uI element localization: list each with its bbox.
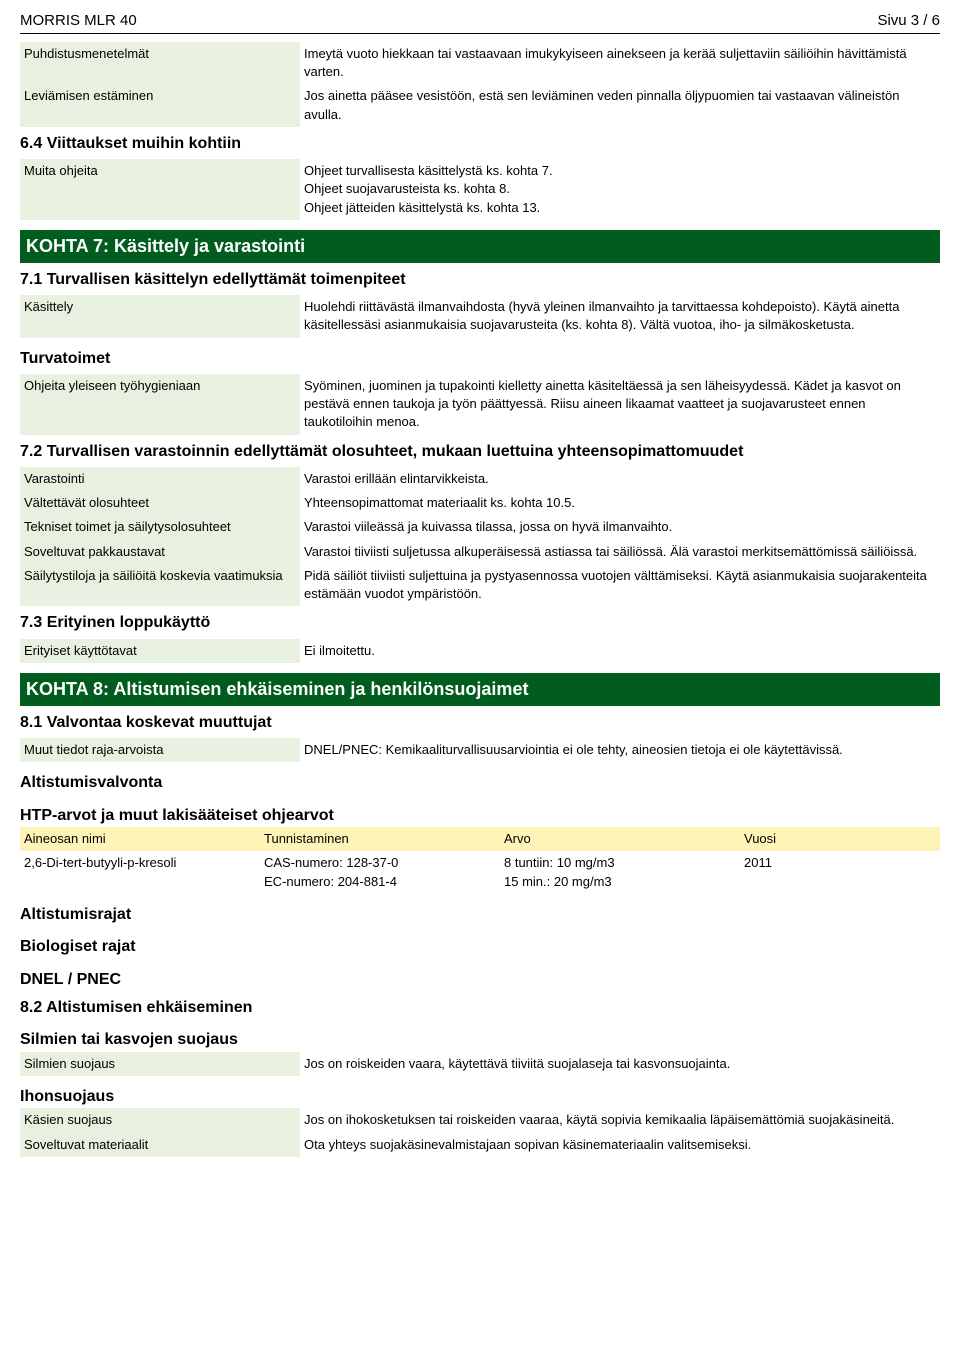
- value: Ota yhteys suojakäsinevalmistajaan sopiv…: [300, 1133, 940, 1157]
- label: Varastointi: [20, 467, 300, 491]
- silmien-heading: Silmien tai kasvojen suojaus: [20, 1029, 940, 1051]
- row-soveltuvat-materiaalit: Soveltuvat materiaalit Ota yhteys suojak…: [20, 1133, 940, 1157]
- label: Tekniset toimet ja säilytysolosuhteet: [20, 515, 300, 539]
- th-id: Tunnistaminen: [260, 827, 500, 851]
- row-kasien-suojaus: Käsien suojaus Jos on ihokosketuksen tai…: [20, 1108, 940, 1132]
- value: Imeytä vuoto hiekkaan tai vastaavaan imu…: [300, 42, 940, 84]
- value: Pidä säiliöt tiiviisti suljettuina ja py…: [300, 564, 940, 606]
- th-year: Vuosi: [740, 827, 940, 851]
- label: Vältettävät olosuhteet: [20, 491, 300, 515]
- row-puhdistus: Puhdistusmenetelmät Imeytä vuoto hiekkaa…: [20, 42, 940, 84]
- row-silmien-suojaus: Silmien suojaus Jos on roiskeiden vaara,…: [20, 1052, 940, 1076]
- row-erityiset: Erityiset käyttötavat Ei ilmoitettu.: [20, 639, 940, 663]
- label: Muut tiedot raja-arvoista: [20, 738, 300, 762]
- row-kasittely: Käsittely Huolehdi riittävästä ilmanvaih…: [20, 295, 940, 337]
- dnel-heading: DNEL / PNEC: [20, 969, 940, 991]
- td-id: CAS-numero: 128-37-0 EC-numero: 204-881-…: [260, 851, 500, 893]
- value: Ei ilmoitettu.: [300, 639, 940, 663]
- htp-heading: HTP-arvot ja muut lakisääteiset ohjearvo…: [20, 805, 940, 827]
- value: Varastoi viileässä ja kuivassa tilassa, …: [300, 515, 940, 539]
- row-varastointi: Varastointi Varastoi erillään elintarvik…: [20, 467, 940, 491]
- label: Erityiset käyttötavat: [20, 639, 300, 663]
- td-value: 8 tuntiin: 10 mg/m3 15 min.: 20 mg/m3: [500, 851, 740, 893]
- kohta-7-heading: KOHTA 7: Käsittely ja varastointi: [20, 230, 940, 263]
- value: Varastoi tiiviisti suljetussa alkuperäis…: [300, 540, 940, 564]
- value: Yhteensopimattomat materiaalit ks. kohta…: [300, 491, 940, 515]
- altistumisrajat-heading: Altistumisrajat: [20, 904, 940, 926]
- td-name: 2,6-Di-tert-butyyli-p-kresoli: [20, 851, 260, 893]
- label: Leviämisen estäminen: [20, 84, 300, 126]
- value: Syöminen, juominen ja tupakointi kiellet…: [300, 374, 940, 435]
- label: Soveltuvat materiaalit: [20, 1133, 300, 1157]
- table-header: Aineosan nimi Tunnistaminen Arvo Vuosi: [20, 827, 940, 851]
- row-muita-ohjeita: Muita ohjeita Ohjeet turvallisesta käsit…: [20, 159, 940, 220]
- sec-7-2-title: 7.2 Turvallisen varastoinnin edellyttämä…: [20, 441, 940, 463]
- page-indicator: Sivu 3 / 6: [877, 10, 940, 31]
- ihonsuojaus-heading: Ihonsuojaus: [20, 1086, 940, 1108]
- sec-8-2-title: 8.2 Altistumisen ehkäiseminen: [20, 997, 940, 1019]
- sec-8-1-title: 8.1 Valvontaa koskevat muuttujat: [20, 712, 940, 734]
- biologiset-heading: Biologiset rajat: [20, 936, 940, 958]
- doc-title: MORRIS MLR 40: [20, 10, 137, 31]
- value: Ohjeet turvallisesta käsittelystä ks. ko…: [300, 159, 940, 220]
- sec-7-1-title: 7.1 Turvallisen käsittelyn edellyttämät …: [20, 269, 940, 291]
- row-tekniset: Tekniset toimet ja säilytysolosuhteet Va…: [20, 515, 940, 539]
- value: Jos on ihokosketuksen tai roiskeiden vaa…: [300, 1108, 940, 1132]
- value: Jos on roiskeiden vaara, käytettävä tiiv…: [300, 1052, 940, 1076]
- label: Käsien suojaus: [20, 1108, 300, 1132]
- row-sailytystilat: Säilytystiloja ja säiliöitä koskevia vaa…: [20, 564, 940, 606]
- value: Huolehdi riittävästä ilmanvaihdosta (hyv…: [300, 295, 940, 337]
- label: Käsittely: [20, 295, 300, 337]
- label: Ohjeita yleiseen työhygieniaan: [20, 374, 300, 435]
- row-valtettavat: Vältettävät olosuhteet Yhteensopimattoma…: [20, 491, 940, 515]
- row-leviaminen: Leviämisen estäminen Jos ainetta pääsee …: [20, 84, 940, 126]
- sec-6-4-title: 6.4 Viittaukset muihin kohtiin: [20, 133, 940, 155]
- sec-7-3-title: 7.3 Erityinen loppukäyttö: [20, 612, 940, 634]
- page-header: MORRIS MLR 40 Sivu 3 / 6: [20, 10, 940, 34]
- row-pakkaustavat: Soveltuvat pakkaustavat Varastoi tiiviis…: [20, 540, 940, 564]
- th-value: Arvo: [500, 827, 740, 851]
- label: Silmien suojaus: [20, 1052, 300, 1076]
- value: Jos ainetta pääsee vesistöön, estä sen l…: [300, 84, 940, 126]
- kohta-8-heading: KOHTA 8: Altistumisen ehkäiseminen ja he…: [20, 673, 940, 706]
- label: Säilytystiloja ja säiliöitä koskevia vaa…: [20, 564, 300, 606]
- table-row: 2,6-Di-tert-butyyli-p-kresoli CAS-numero…: [20, 851, 940, 893]
- td-year: 2011: [740, 851, 940, 893]
- label: Puhdistusmenetelmät: [20, 42, 300, 84]
- row-tyohygienia: Ohjeita yleiseen työhygieniaan Syöminen,…: [20, 374, 940, 435]
- turvatoimet-heading: Turvatoimet: [20, 348, 940, 370]
- value: Varastoi erillään elintarvikkeista.: [300, 467, 940, 491]
- row-rajaarvot: Muut tiedot raja-arvoista DNEL/PNEC: Kem…: [20, 738, 940, 762]
- th-name: Aineosan nimi: [20, 827, 260, 851]
- label: Muita ohjeita: [20, 159, 300, 220]
- value: DNEL/PNEC: Kemikaaliturvallisuusarvioint…: [300, 738, 940, 762]
- altistumisvalvonta-heading: Altistumisvalvonta: [20, 772, 940, 794]
- label: Soveltuvat pakkaustavat: [20, 540, 300, 564]
